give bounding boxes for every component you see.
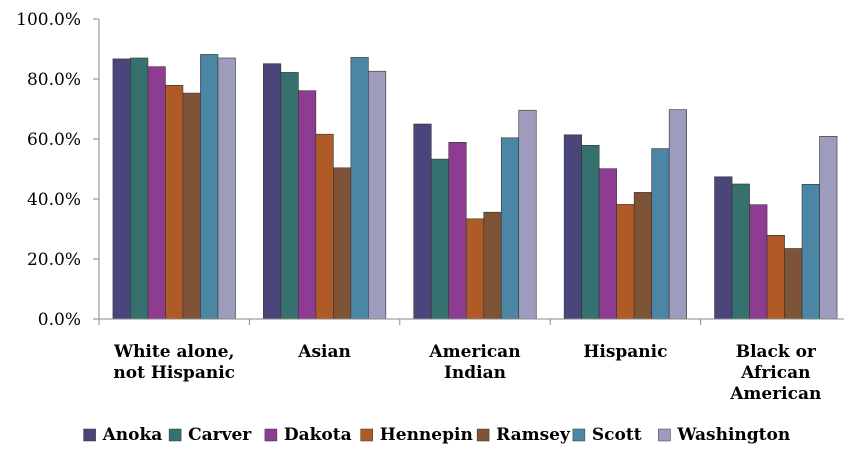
y-tick-label: 20.0% bbox=[27, 250, 81, 270]
bar-dakota-0 bbox=[147, 66, 166, 320]
x-category-label: Hispanic bbox=[583, 342, 667, 362]
bar-washington-2 bbox=[518, 109, 537, 320]
legend: Anoka Carver Dakota Hennepin Ramsey Scott Wash… bbox=[83, 425, 790, 445]
legend-label: Dakota bbox=[284, 425, 352, 445]
bar-hennepin-3 bbox=[616, 204, 635, 320]
bar-carver-3 bbox=[581, 145, 600, 320]
bar-hennepin-0 bbox=[165, 85, 184, 320]
x-category-label: Asian bbox=[297, 342, 351, 362]
legend-label: Carver bbox=[188, 425, 252, 445]
legend-swatch bbox=[360, 428, 373, 442]
x-category-label: American Indian bbox=[428, 342, 520, 383]
bar-dakota-3 bbox=[598, 168, 617, 320]
legend-item-washington: Washington bbox=[658, 425, 790, 445]
legend-swatch bbox=[658, 428, 671, 442]
legend-item-carver: Carver bbox=[168, 425, 252, 445]
bar-dakota-4 bbox=[749, 204, 768, 320]
legend-item-scott: Scott bbox=[572, 425, 642, 445]
bar-scott-3 bbox=[651, 148, 670, 320]
y-tick-label: 100.0% bbox=[16, 10, 81, 30]
bar-ramsey-1 bbox=[333, 167, 352, 320]
legend-item-anoka: Anoka bbox=[83, 425, 163, 445]
y-tick-label: 60.0% bbox=[27, 130, 81, 150]
bar-washington-1 bbox=[368, 70, 387, 320]
x-category-label: Black or African American bbox=[729, 342, 821, 404]
legend-label: Washington bbox=[676, 425, 790, 445]
bar-hennepin-4 bbox=[766, 235, 785, 320]
bar-ramsey-0 bbox=[182, 92, 201, 320]
bar-dakota-2 bbox=[448, 142, 467, 320]
legend-label: Ramsey bbox=[496, 425, 571, 445]
legend-swatch bbox=[264, 428, 278, 442]
legend-label: Scott bbox=[592, 425, 642, 445]
axes-layer bbox=[98, 19, 844, 325]
bar-dakota-1 bbox=[298, 90, 317, 320]
y-ticks-layer: 0.0% 20.0% 40.0% 60.0% 80.0% 100.0% bbox=[16, 10, 99, 330]
bar-hennepin-2 bbox=[465, 218, 485, 320]
legend-label: Anoka bbox=[102, 425, 163, 445]
bar-scott-2 bbox=[500, 137, 520, 320]
bar-anoka-2 bbox=[413, 123, 432, 320]
legend-swatch bbox=[572, 428, 586, 442]
bar-hennepin-1 bbox=[315, 133, 334, 320]
bar-scott-0 bbox=[200, 54, 219, 320]
y-tick-label: 40.0% bbox=[27, 190, 81, 210]
legend-item-dakota: Dakota bbox=[264, 425, 352, 445]
bar-carver-4 bbox=[731, 183, 750, 320]
bar-scott-1 bbox=[350, 57, 369, 320]
bar-anoka-0 bbox=[112, 58, 131, 320]
category-labels-layer: White alone, not Hispanic Asian American Ind… bbox=[113, 342, 821, 404]
bar-ramsey-2 bbox=[483, 211, 502, 320]
bar-anoka-4 bbox=[714, 176, 733, 320]
bar-ramsey-3 bbox=[633, 192, 652, 320]
x-category-label: White alone, not Hispanic bbox=[113, 342, 235, 383]
bar-washington-4 bbox=[819, 136, 838, 320]
bar-scott-4 bbox=[801, 184, 820, 320]
y-tick-label: 80.0% bbox=[27, 70, 81, 90]
legend-label: Hennepin bbox=[380, 425, 473, 445]
y-tick-label: 0.0% bbox=[38, 310, 81, 330]
bar-carver-2 bbox=[430, 158, 450, 320]
legend-item-hennepin: Hennepin bbox=[360, 425, 473, 445]
bar-anoka-1 bbox=[263, 63, 282, 320]
legend-item-ramsey: Ramsey bbox=[476, 425, 571, 445]
legend-swatch bbox=[168, 428, 182, 442]
legend-swatch bbox=[83, 428, 96, 442]
legend-swatch bbox=[476, 428, 490, 442]
bar-ramsey-4 bbox=[784, 248, 803, 320]
bar-carver-1 bbox=[280, 72, 299, 320]
bar-washington-3 bbox=[668, 109, 687, 320]
bars-layer bbox=[112, 54, 838, 320]
bar-anoka-3 bbox=[563, 134, 582, 320]
bar-carver-0 bbox=[130, 57, 149, 320]
bar-washington-0 bbox=[217, 57, 236, 320]
